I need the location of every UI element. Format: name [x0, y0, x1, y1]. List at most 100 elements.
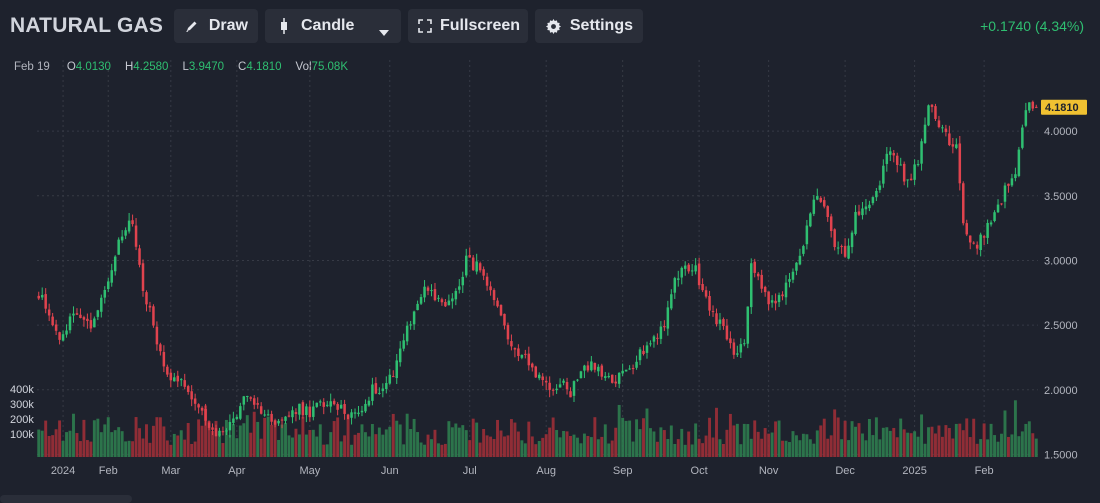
volume-bar: [384, 429, 388, 457]
candle-body: [131, 220, 134, 225]
volume-bar: [725, 429, 729, 457]
volume-bar: [798, 440, 802, 457]
volume-bar: [221, 443, 225, 457]
candle-body: [711, 311, 715, 313]
candle-body: [673, 278, 677, 293]
candle-body: [284, 416, 287, 421]
candle-body: [986, 222, 989, 238]
volume-bar: [398, 424, 402, 457]
candle-body: [645, 345, 649, 353]
volume-bar: [190, 443, 194, 457]
candle-body: [725, 325, 729, 340]
volume-bar: [631, 441, 635, 457]
time-range-scrollbar[interactable]: [0, 495, 132, 503]
candle-body: [402, 340, 405, 349]
volume-bar: [833, 409, 837, 457]
candle-body: [930, 104, 934, 107]
volume-bar: [558, 437, 562, 457]
draw-button[interactable]: Draw: [174, 9, 258, 43]
candle-body: [499, 304, 503, 316]
time-tick-label: 2025: [902, 465, 926, 477]
volume-bar: [530, 436, 534, 457]
volume-tick-label: 400k: [10, 384, 34, 396]
time-tick-label: Jun: [381, 465, 399, 477]
candle-body: [232, 418, 235, 423]
settings-button[interactable]: Settings: [535, 9, 643, 43]
fullscreen-button[interactable]: Fullscreen: [408, 9, 528, 43]
candle-body: [381, 388, 385, 392]
chart-type-select[interactable]: Candle: [265, 9, 401, 43]
candle-body: [433, 289, 437, 301]
candle-body: [294, 412, 298, 414]
candle-body: [666, 307, 670, 329]
candle-body: [520, 354, 524, 358]
candle-body: [61, 334, 65, 341]
time-tick-label: Sep: [613, 465, 633, 477]
volume-bar: [815, 430, 819, 457]
candle-body: [218, 430, 221, 436]
volume-bar: [662, 430, 666, 457]
candle-body: [913, 164, 916, 180]
candle-body: [774, 300, 777, 304]
volume-bar: [273, 421, 277, 457]
candle-body: [1031, 101, 1035, 109]
candle-body: [388, 374, 392, 384]
volume-bar: [242, 423, 246, 457]
volume-bar: [867, 419, 871, 457]
candle-body: [610, 374, 614, 383]
candle-body: [193, 398, 197, 404]
candle-body: [878, 185, 882, 190]
candle-body: [972, 242, 975, 244]
volume-bar: [621, 417, 625, 457]
volume-bar: [478, 442, 482, 457]
volume-bar: [464, 430, 468, 457]
candle-body: [416, 303, 419, 311]
candle-body: [117, 239, 120, 255]
volume-bar: [645, 408, 649, 457]
volume-bar: [673, 443, 677, 457]
candle-body: [211, 427, 214, 430]
candle-body: [715, 313, 718, 325]
volume-bar: [649, 428, 652, 457]
candle-body: [777, 295, 781, 303]
candle-body: [378, 392, 381, 394]
volume-bar: [113, 430, 117, 457]
candle-body: [593, 362, 597, 370]
volume-bar: [826, 438, 830, 457]
volume-bar: [252, 411, 256, 457]
high-value: 4.2580: [133, 61, 169, 73]
volume-bar: [350, 444, 354, 457]
candle-body: [120, 236, 124, 241]
volume-bar: [489, 436, 493, 457]
candle-body: [770, 300, 774, 303]
volume-bar: [638, 429, 642, 457]
low-value: 3.9470: [188, 61, 225, 73]
volume-bar: [628, 420, 632, 457]
candle-body: [190, 391, 193, 400]
candle-body: [197, 404, 200, 408]
volume-bar: [61, 440, 65, 457]
volume-bar: [475, 422, 479, 457]
candle-body: [239, 406, 242, 419]
volume-bar: [774, 421, 778, 457]
candle-body: [437, 297, 440, 299]
volume-bar: [676, 439, 680, 457]
volume-bar: [892, 427, 896, 457]
volume-bar: [777, 420, 781, 457]
volume-bar: [791, 431, 795, 457]
volume-bar: [158, 417, 162, 457]
volume-bar: [982, 423, 986, 457]
volume-bar: [370, 424, 374, 457]
volume-bar: [308, 429, 312, 457]
volume-bar: [287, 435, 291, 457]
volume-bar: [284, 423, 287, 457]
price-chart[interactable]: 1.5000 2.0000 2.5000 3.0000 3.5000 4.0000 100k…: [0, 52, 1100, 489]
candle-body: [788, 279, 791, 282]
candle-body: [183, 380, 186, 387]
volume-bar: [322, 444, 326, 457]
candle-body: [110, 270, 113, 283]
volume-bar: [843, 420, 847, 457]
candle-body: [812, 199, 816, 214]
volume-bar: [544, 434, 548, 457]
volume-bar: [603, 424, 607, 457]
